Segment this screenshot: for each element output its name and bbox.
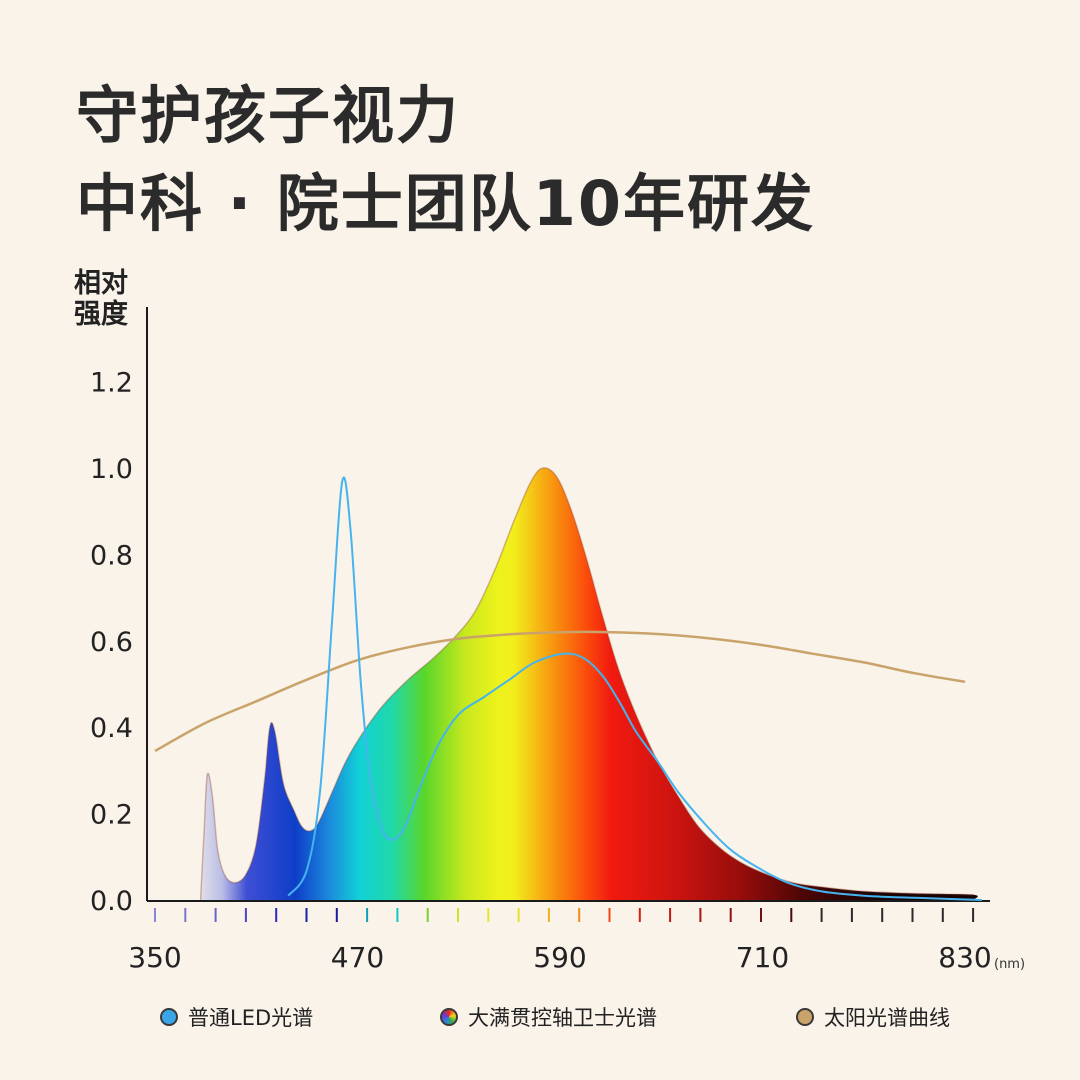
legend-label-full-spectrum: 大满贯控轴卫士光谱 — [468, 1006, 657, 1030]
series-layer — [154, 467, 982, 901]
legend: 普通LED光谱 大满贯控轴卫士光谱 太阳光谱曲线 — [0, 1002, 1080, 1038]
y-axis-label-line-1: 相对 — [74, 268, 128, 299]
series-led-line — [287, 476, 982, 901]
legend-item-sun: 太阳光谱曲线 — [796, 1002, 950, 1032]
series-full-spectrum-area — [200, 467, 978, 900]
x-tick-label: 590 — [533, 941, 586, 974]
y-tick-label: 1.2 — [90, 368, 133, 399]
x-tick-label: 710 — [736, 941, 789, 974]
y-axis-label: 相对强度 — [74, 268, 128, 330]
x-axis-unit: (nm) — [994, 957, 1025, 972]
legend-label-sun: 太阳光谱曲线 — [824, 1006, 950, 1030]
y-tick-label: 0.8 — [90, 540, 133, 571]
series-sun-line — [154, 630, 966, 753]
legend-item-full-spectrum: 大满贯控轴卫士光谱 — [440, 1002, 657, 1032]
axes — [146, 307, 990, 922]
series-full-spectrum-outline — [199, 467, 974, 901]
spectrum-circle-icon — [440, 1008, 458, 1026]
spectrum-chart: 相对强度 0.0 0.2 0.4 0.6 0.8 1.0 1.2 350 470 590 710 830… — [74, 268, 1025, 974]
y-tick-label: 0.0 — [90, 886, 133, 917]
legend-label-led: 普通LED光谱 — [188, 1006, 314, 1030]
y-tick-label: 0.2 — [90, 800, 133, 831]
x-tick-label: 830 — [938, 941, 991, 974]
gold-circle-icon — [796, 1008, 814, 1026]
blue-circle-icon — [160, 1008, 178, 1026]
title-line-1: 守护孩子视力 — [76, 79, 461, 152]
x-tick-label: 470 — [331, 941, 384, 974]
labels: 相对强度 0.0 0.2 0.4 0.6 0.8 1.0 1.2 350 470 590 710 830… — [74, 268, 1025, 974]
page-title: 守护孩子视力 中科 · 院士团队10年研发 — [76, 72, 815, 248]
legend-item-led: 普通LED光谱 — [160, 1002, 313, 1032]
y-axis-label-line-2: 强度 — [74, 298, 128, 330]
title-line-2: 中科 · 院士团队10年研发 — [76, 167, 816, 240]
x-tick-label: 350 — [128, 941, 181, 974]
y-tick-label: 0.6 — [90, 627, 133, 658]
y-tick-label: 1.0 — [90, 454, 133, 485]
y-tick-label: 0.4 — [90, 713, 133, 744]
